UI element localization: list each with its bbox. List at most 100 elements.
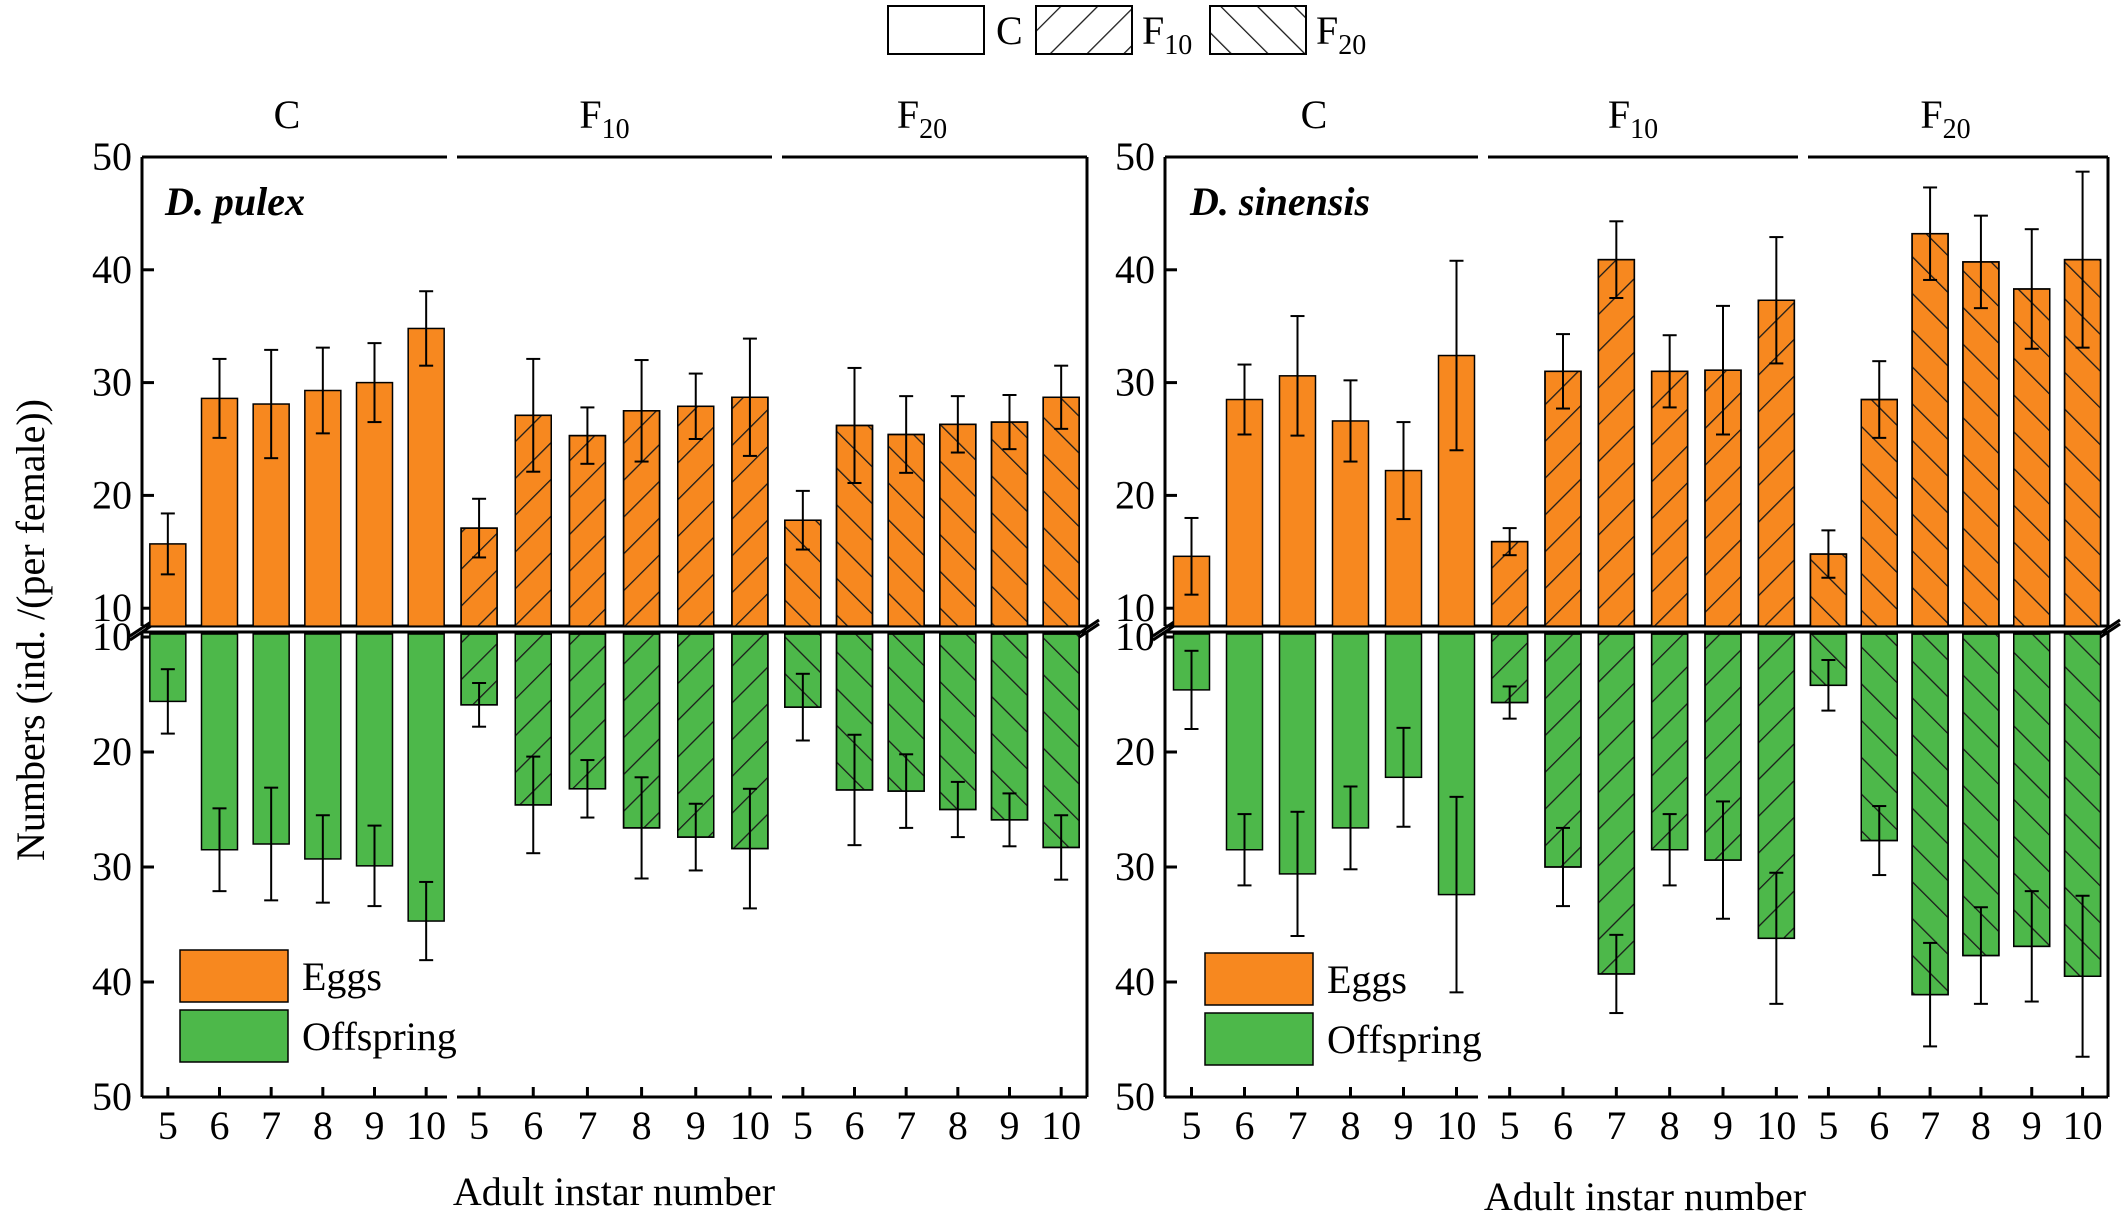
eggs-bar [1225, 398, 1264, 627]
offspring-bar [1331, 633, 1370, 829]
eggs-bar [407, 327, 445, 627]
x-tick-label: 6 [845, 1103, 865, 1148]
legend-swatch-c [887, 5, 985, 55]
x-tick-label: 10 [1756, 1103, 1796, 1148]
legend-swatch-offspring [179, 1009, 289, 1063]
offspring-bar-hatch [622, 633, 661, 829]
legend-swatch-f20 [1209, 5, 1307, 55]
legend-swatch-offspring [1204, 1012, 1314, 1066]
x-tick-label: 10 [2063, 1103, 2103, 1148]
x-tick-label: 8 [948, 1103, 968, 1148]
eggs-bar-hatch [1597, 258, 1636, 627]
x-tick-label: 10 [1041, 1103, 1081, 1148]
x-tick-label: 6 [523, 1103, 543, 1148]
treatment-label: F20 [1920, 92, 1970, 145]
y-tick-label-upper: 20 [92, 472, 132, 517]
y-tick-label-lower: 50 [1115, 1074, 1155, 1119]
x-tick-label: 7 [896, 1103, 916, 1148]
y-tick-label-upper: 20 [1115, 472, 1155, 517]
legend-swatch-eggs [179, 949, 289, 1003]
offspring-bar-hatch [1962, 633, 2000, 957]
offspring-bar-hatch [2013, 633, 2051, 948]
legend-label-eggs: Eggs [302, 954, 382, 999]
x-tick-label: 8 [313, 1103, 333, 1148]
offspring-bar [407, 633, 445, 922]
x-tick-label: 9 [1713, 1103, 1733, 1148]
x-tick-label: 6 [1235, 1103, 1255, 1148]
treatment-label: F10 [1608, 92, 1658, 145]
x-axis-gap [1798, 1095, 1808, 1101]
species-label: D. sinensis [1189, 179, 1370, 224]
offspring-bar-hatch [1544, 633, 1582, 868]
x-tick-label: 8 [1660, 1103, 1680, 1148]
top-gap [447, 155, 457, 161]
y-axis-title: Numbers (ind. /(per female)) [8, 399, 53, 861]
x-tick-label: 6 [210, 1103, 230, 1148]
y-tick-label-lower: 10 [92, 614, 132, 659]
pattern-legend: C F10 F20 [887, 5, 1366, 61]
legend-label-offspring: Offspring [302, 1014, 457, 1059]
treatment-label: C [1301, 92, 1328, 137]
y-tick-label-lower: 20 [92, 729, 132, 774]
x-tick-label: 7 [1288, 1103, 1308, 1148]
x-tick-label: 9 [365, 1103, 385, 1148]
y-tick-label-upper: 40 [1115, 247, 1155, 292]
x-axis-gap [772, 1095, 782, 1101]
y-tick-label-upper: 10 [1115, 585, 1155, 630]
x-tick-label: 7 [1920, 1103, 1940, 1148]
x-tick-label: 5 [793, 1103, 813, 1148]
x-tick-label: 7 [577, 1103, 597, 1148]
x-tick-label: 5 [1500, 1103, 1520, 1148]
offspring-bar-hatch [1911, 633, 1949, 996]
top-gap [772, 155, 782, 161]
treatment-label: C [274, 92, 301, 137]
top-gap [1798, 155, 1808, 161]
x-axis-gap [1478, 1095, 1488, 1101]
x-axis-gap [447, 1095, 457, 1101]
eggs-bar-hatch [939, 423, 977, 627]
legend-label-offspring: Offspring [1327, 1017, 1482, 1062]
offspring-bar-hatch [1042, 633, 1080, 849]
y-tick-label-lower: 50 [92, 1074, 132, 1119]
y-tick-label-lower: 40 [92, 959, 132, 1004]
y-tick-label-upper: 50 [92, 134, 132, 179]
x-axis-title-right: Adult instar number [1484, 1174, 1806, 1215]
x-tick-label: 5 [1818, 1103, 1838, 1148]
legend-swatch-f10 [1035, 5, 1133, 55]
y-tick-label-lower: 10 [1115, 614, 1155, 659]
y-tick-label-lower: 40 [1115, 959, 1155, 1004]
y-tick-label-lower: 30 [1115, 844, 1155, 889]
treatment-label: F20 [897, 92, 947, 145]
offspring-bar [252, 633, 290, 845]
y-tick-label-lower: 30 [92, 844, 132, 889]
eggs-bar-hatch [1650, 370, 1689, 627]
eggs-bar-hatch [1962, 261, 2000, 627]
offspring-bar-hatch [939, 633, 977, 811]
eggs-bar-hatch [677, 405, 715, 627]
x-axis-title-left: Adult instar number [453, 1169, 775, 1214]
eggs-bar-hatch [990, 421, 1029, 627]
eggs-bar-hatch [1042, 396, 1080, 627]
legend-label-c: C [996, 8, 1023, 53]
species-label: D. pulex [164, 179, 305, 224]
offspring-bar-hatch [835, 633, 874, 791]
x-tick-label: 10 [730, 1103, 770, 1148]
x-tick-label: 6 [1869, 1103, 1889, 1148]
x-tick-label: 9 [2022, 1103, 2042, 1148]
legend-swatch-eggs [1204, 952, 1314, 1006]
offspring-bar-hatch [990, 633, 1029, 821]
x-tick-label: 6 [1553, 1103, 1573, 1148]
x-tick-label: 7 [261, 1103, 281, 1148]
legend-label-f20: F20 [1316, 8, 1366, 61]
x-tick-label: 9 [1394, 1103, 1414, 1148]
x-tick-label: 10 [406, 1103, 446, 1148]
y-tick-label-upper: 50 [1115, 134, 1155, 179]
x-tick-label: 5 [158, 1103, 178, 1148]
top-gap [1478, 155, 1488, 161]
y-tick-label-upper: 30 [1115, 360, 1155, 405]
x-tick-label: 5 [469, 1103, 489, 1148]
x-tick-label: 9 [686, 1103, 706, 1148]
